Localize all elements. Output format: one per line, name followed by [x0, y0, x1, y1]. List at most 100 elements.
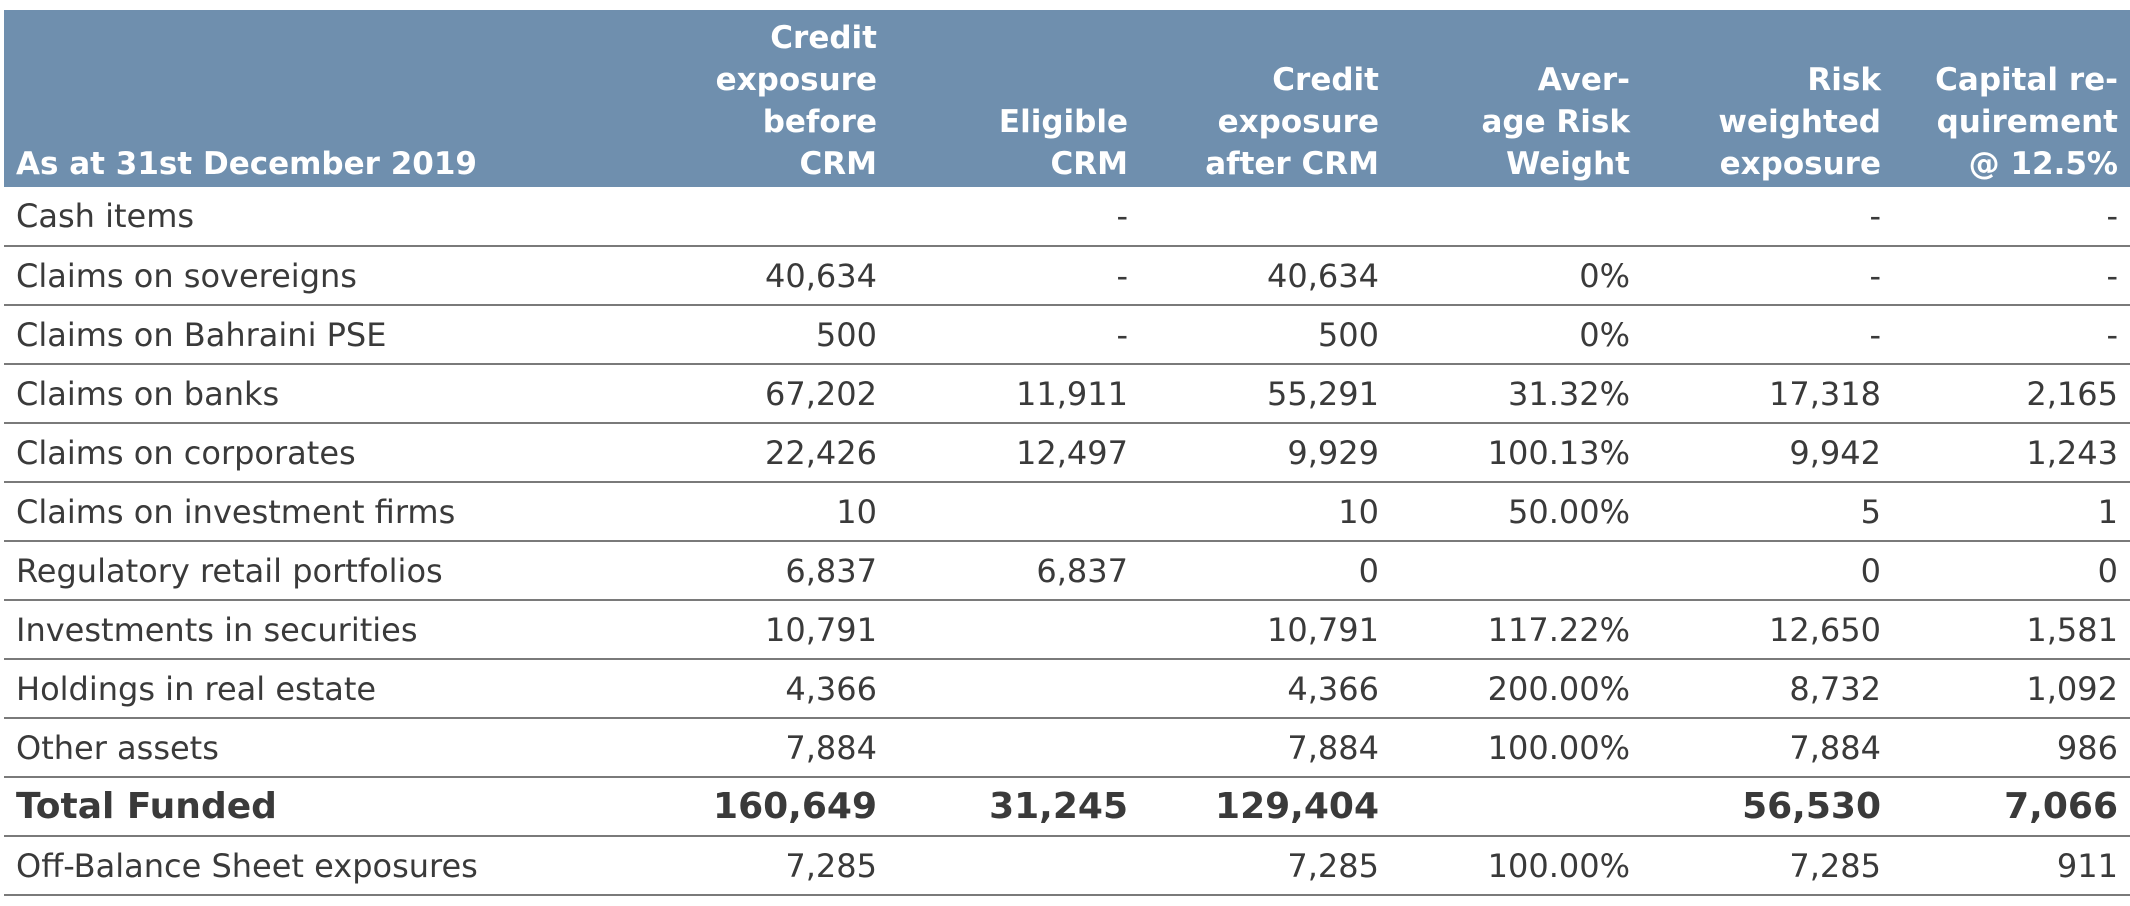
table-cell: - [1642, 246, 1893, 306]
table-cell: 0 [1140, 541, 1391, 601]
table-cell: 2,165 [1893, 364, 2130, 424]
table-cell: 6,837 [889, 541, 1140, 601]
header-line: exposure [1719, 146, 1881, 182]
table-cell [1391, 777, 1642, 837]
table-cell: 1,092 [1893, 659, 2130, 719]
table-row: Investments in securities 10,791 10,791 117… [4, 600, 2130, 660]
table-cell [638, 187, 889, 247]
table-cell: 1 [1893, 482, 2130, 542]
table-cell [889, 482, 1140, 542]
table-row: Claims on Bahraini PSE 500-500 0% - - [4, 305, 2130, 365]
table-cell: - [1893, 246, 2130, 306]
table-row: Regulatory retail portfolios 6,837 6,837 0 0… [4, 541, 2130, 601]
table-cell: 7,285 [1140, 836, 1391, 896]
table-cell [889, 718, 1140, 778]
table-cell: 12,497 [889, 423, 1140, 483]
table-cell [889, 659, 1140, 719]
row-label: Claims on corporates [4, 423, 638, 483]
table-cell: 100.00% [1391, 718, 1642, 778]
table-cell: 200.00% [1391, 659, 1642, 719]
header-as-at-date: As at 31st December 2019 [4, 10, 638, 187]
table-cell: 1,581 [1893, 600, 2130, 660]
table-row: Claims on investment firms 10 10 50.00% 5 1 [4, 482, 2130, 542]
table-cell: 10,791 [1140, 600, 1391, 660]
table-cell: 7,066 [1893, 777, 2130, 837]
table-cell: 500 [1140, 305, 1391, 365]
table-row: Claims on corporates 22,426 12,497 9,929 100… [4, 423, 2130, 483]
table-cell: - [1642, 305, 1893, 365]
table-cell: 911 [1893, 836, 2130, 896]
table-cell [1391, 541, 1642, 601]
table-cell: 10 [638, 482, 889, 542]
table-cell: 9,929 [1140, 423, 1391, 483]
credit-exposure-table: As at 31st December 2019 Credit exposure… [4, 10, 2130, 896]
table-cell: 11,911 [889, 364, 1140, 424]
table-row: Claims on banks 67,202 11,911 55,291 31.32% 1… [4, 364, 2130, 424]
table-cell: 1,243 [1893, 423, 2130, 483]
table-cell: 8,732 [1642, 659, 1893, 719]
table-cell: 67,202 [638, 364, 889, 424]
table-cell: - [1893, 305, 2130, 365]
header-line: Risk [1807, 62, 1881, 98]
table-cell: 100.00% [1391, 836, 1642, 896]
table-cell: 100.13% [1391, 423, 1642, 483]
header-line: Aver- [1537, 62, 1630, 98]
table-header: As at 31st December 2019 Credit exposure… [4, 10, 2130, 187]
header-line: Credit [770, 20, 877, 56]
table-cell: 22,426 [638, 423, 889, 483]
table-row: Holdings in real estate 4,366 4,366 200.00%… [4, 659, 2130, 719]
table-cell [889, 836, 1140, 896]
header-average-risk-weight: Aver- age Risk Weight [1391, 10, 1642, 187]
table-cell: 4,366 [638, 659, 889, 719]
header-capital-requirement: Capital re- quirement @ 12.5% [1893, 10, 2130, 187]
header-line: exposure [1217, 104, 1379, 140]
table-cell: 0% [1391, 305, 1642, 365]
table-cell: 7,884 [1140, 718, 1391, 778]
header-credit-exposure-after-crm: Credit exposure after CRM [1140, 10, 1391, 187]
table-cell [889, 600, 1140, 660]
row-label: Claims on Bahraini PSE [4, 305, 638, 365]
header-line: exposure [715, 62, 877, 98]
row-label: Total Funded [4, 777, 638, 837]
table-cell: 7,884 [1642, 718, 1893, 778]
table-cell: - [889, 246, 1140, 306]
table-cell: 500 [638, 305, 889, 365]
header-line: Eligible [998, 104, 1128, 140]
table-cell: 0 [1642, 541, 1893, 601]
table-row: Claims on sovereigns 40,634-40,634 0% - - [4, 246, 2130, 306]
table-cell: 10,791 [638, 600, 889, 660]
header-credit-exposure-before-crm: Credit exposure before CRM [638, 10, 889, 187]
row-label: Off-Balance Sheet exposures [4, 836, 638, 896]
row-label: Regulatory retail portfolios [4, 541, 638, 601]
table-cell: - [1893, 187, 2130, 247]
table-cell: 56,530 [1642, 777, 1893, 837]
table-cell: 117.22% [1391, 600, 1642, 660]
credit-exposure-table-container: As at 31st December 2019 Credit exposure… [4, 10, 2130, 896]
row-label: Investments in securities [4, 600, 638, 660]
header-eligible-crm: Eligible CRM [889, 10, 1140, 187]
table-cell: 40,634 [1140, 246, 1391, 306]
table-row: Cash items - - - [4, 187, 2130, 247]
table-cell: 31.32% [1391, 364, 1642, 424]
row-label: Holdings in real estate [4, 659, 638, 719]
table-cell: 986 [1893, 718, 2130, 778]
header-line: after CRM [1205, 146, 1379, 182]
header-row: As at 31st December 2019 Credit exposure… [4, 10, 2130, 187]
header-line: age Risk [1481, 104, 1631, 140]
header-line: Weight [1506, 146, 1630, 182]
header-line: quirement [1936, 104, 2118, 140]
table-row: Off-Balance Sheet exposures 7,285 7,285 100… [4, 836, 2130, 896]
table-cell: 7,285 [638, 836, 889, 896]
table-cell: 7,884 [638, 718, 889, 778]
table-cell: 10 [1140, 482, 1391, 542]
table-cell: 5 [1642, 482, 1893, 542]
row-label: Claims on sovereigns [4, 246, 638, 306]
row-label: Claims on investment firms [4, 482, 638, 542]
row-label: Claims on banks [4, 364, 638, 424]
header-line: Capital re- [1935, 62, 2118, 98]
header-line: As at 31st December 2019 [16, 146, 478, 182]
total-row: Total Funded 160,649 31,245 129,404 56,530 7,… [4, 777, 2130, 837]
table-cell: 50.00% [1391, 482, 1642, 542]
table-cell [1140, 187, 1391, 247]
table-cell: - [889, 305, 1140, 365]
